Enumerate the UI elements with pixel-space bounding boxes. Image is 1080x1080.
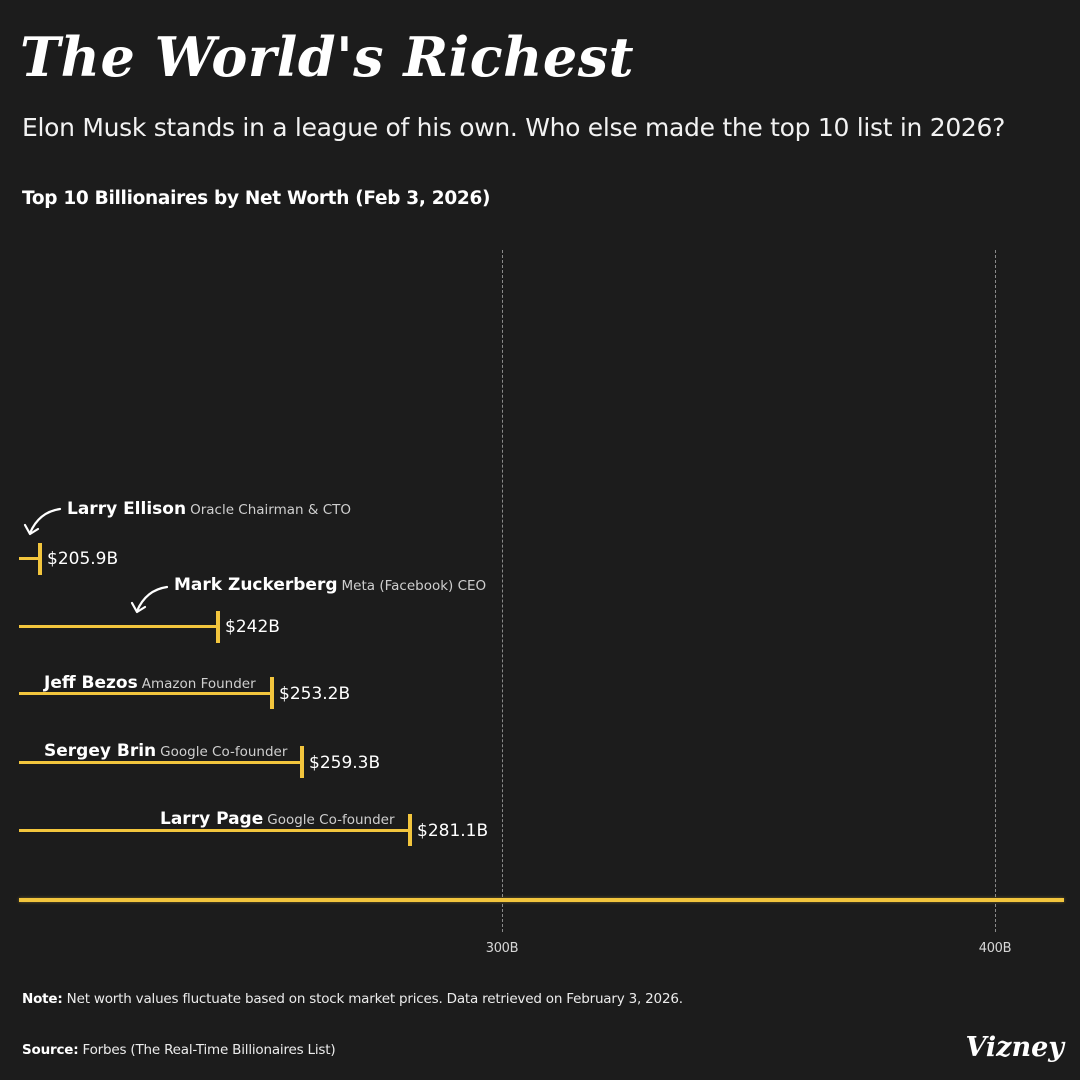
page-subtitle: Elon Musk stands in a league of his own.…	[22, 113, 1006, 142]
arrow-icon	[23, 507, 62, 536]
gridline-300b	[502, 250, 503, 932]
label-sergey-brin: Sergey Brin Google Co-founder	[44, 740, 287, 763]
person-role: Google Co-founder	[160, 744, 288, 760]
footnote: Note: Net worth values fluctuate based o…	[22, 989, 683, 1009]
label-mark-zuckerberg: Mark Zuckerberg Meta (Facebook) CEO	[174, 574, 486, 597]
person-role: Oracle Chairman & CTO	[190, 502, 352, 518]
bar-cap	[216, 611, 220, 643]
bar-cap	[408, 814, 412, 846]
note-label: Note:	[22, 991, 63, 1007]
bar-cap	[38, 543, 42, 575]
person-name: Sergey Brin	[44, 741, 157, 761]
page-title: The World's Richest	[20, 25, 635, 89]
arrow-icon	[130, 585, 169, 614]
bar-cap	[270, 677, 274, 709]
person-role: Amazon Founder	[141, 676, 256, 692]
note-text: Net worth values fluctuate based on stoc…	[62, 991, 683, 1007]
person-name: Jeff Bezos	[44, 673, 138, 693]
x-tick-300b: 300B	[485, 941, 519, 956]
person-role: Meta (Facebook) CEO	[341, 578, 487, 594]
source-label: Source:	[22, 1042, 79, 1058]
value-label: $242B	[225, 617, 280, 637]
label-larry-ellison: Larry Ellison Oracle Chairman & CTO	[67, 498, 351, 521]
x-tick-400b: 400B	[978, 941, 1012, 956]
person-role: Google Co-founder	[267, 812, 395, 828]
value-label: $281.1B	[417, 821, 489, 841]
value-label: $205.9B	[47, 549, 119, 569]
person-name: Larry Page	[160, 809, 264, 829]
label-larry-page: Larry Page Google Co-founder	[160, 808, 395, 831]
brand-logo: Vizney	[965, 1032, 1064, 1063]
label-jeff-bezos: Jeff Bezos Amazon Founder	[44, 672, 256, 695]
value-label: $259.3B	[309, 753, 381, 773]
chart-title: Top 10 Billionaires by Net Worth (Feb 3,…	[22, 188, 491, 209]
source-line: Source: Forbes (The Real-Time Billionair…	[22, 1040, 336, 1060]
bar-elon-musk	[19, 898, 1064, 902]
gridline-400b	[995, 250, 996, 932]
bar-sergey-brin	[19, 761, 302, 764]
bar-larry-page	[19, 829, 410, 832]
person-name: Mark Zuckerberg	[174, 575, 338, 595]
bar-larry-ellison	[19, 557, 40, 560]
source-text: Forbes (The Real-Time Billionaires List)	[78, 1042, 336, 1058]
bar-cap	[300, 746, 304, 778]
value-label: $253.2B	[279, 684, 351, 704]
person-name: Larry Ellison	[67, 499, 187, 519]
bar-mark-zuckerberg	[19, 625, 217, 628]
bar-jeff-bezos	[19, 692, 272, 695]
